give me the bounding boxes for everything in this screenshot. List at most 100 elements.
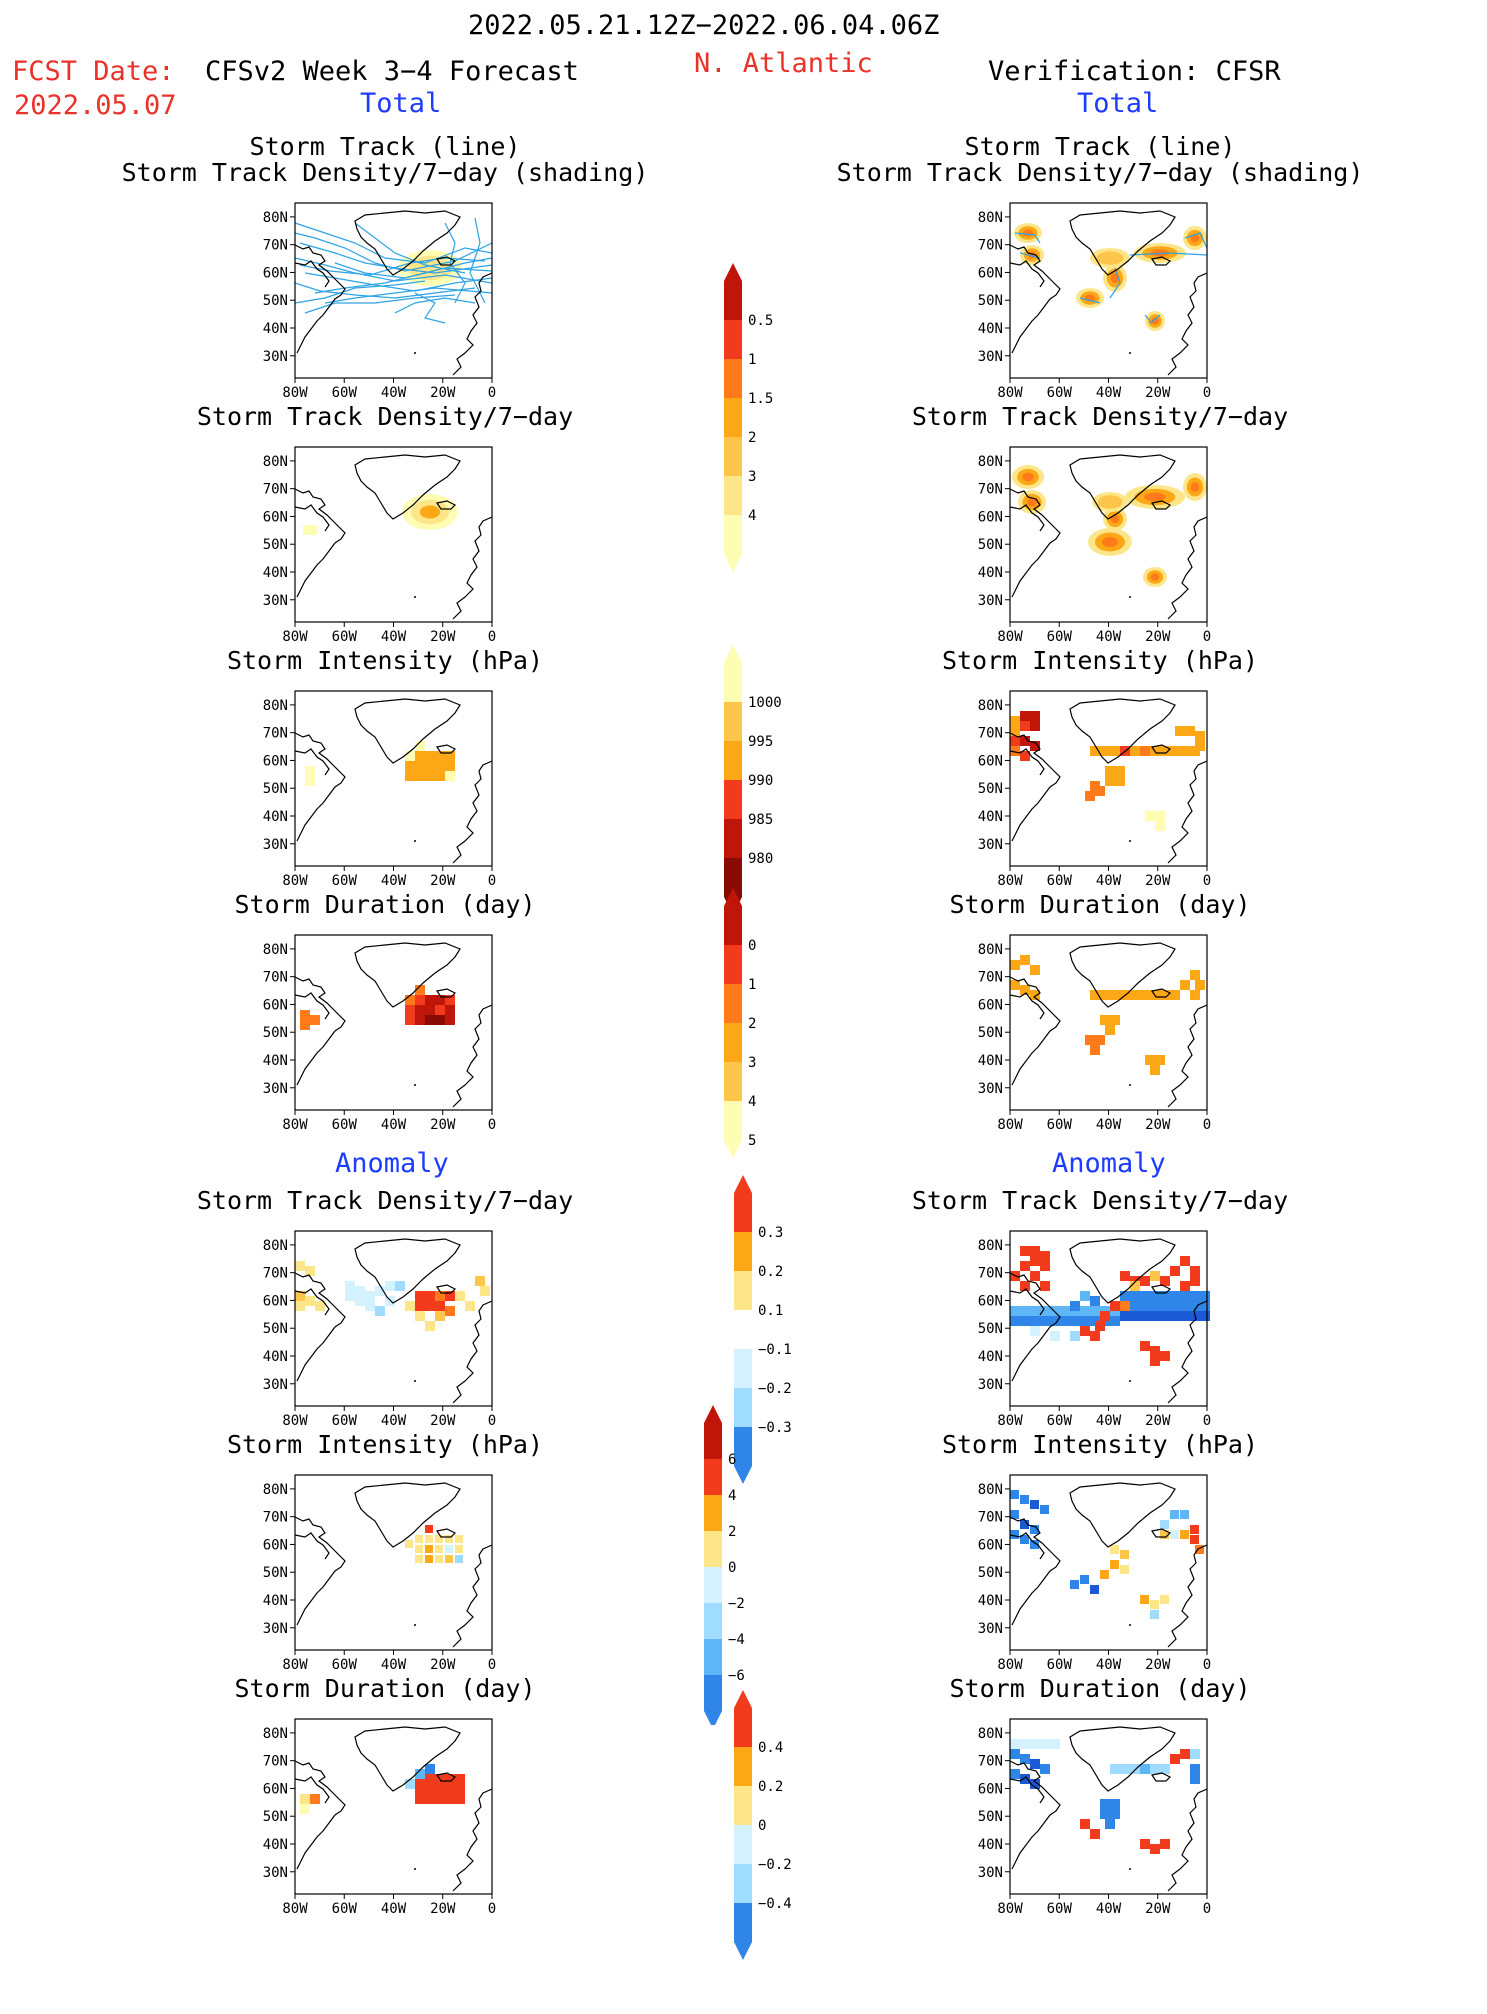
lat-tick-label: 70N [978, 1266, 1003, 1282]
storm-track [354, 222, 466, 274]
colorbar-segment [724, 437, 742, 476]
grid-cell [1095, 1321, 1105, 1331]
storm-track [304, 294, 456, 314]
title-density-anom-fcst: Storm Track Density/7−day [196, 1186, 574, 1215]
colorbar-label: 1 [748, 977, 756, 993]
lat-tick-label: 60N [978, 1537, 1003, 1553]
grid-cell [1030, 741, 1040, 751]
grid-cell [385, 1281, 395, 1291]
grid-cell [1030, 1271, 1040, 1281]
grid-cell [1110, 1809, 1120, 1819]
storm-track [324, 287, 493, 304]
grid-cell [315, 1301, 325, 1311]
lat-tick-label: 40N [978, 321, 1003, 337]
grid-cell [415, 1015, 425, 1025]
grid-cell [445, 1015, 455, 1025]
grid-cell [1190, 990, 1200, 1000]
grid-cell [1030, 711, 1040, 721]
grid-cell [1040, 1306, 1050, 1316]
grid-cell [1010, 1306, 1020, 1316]
grid-cell [1160, 1311, 1170, 1321]
grid-cell [1120, 1565, 1129, 1574]
grid-cell [1120, 1271, 1130, 1281]
grid-cell [415, 1555, 423, 1563]
colorbar-label: 1000 [748, 695, 782, 711]
lat-tick-label: 60N [263, 1781, 288, 1797]
lat-tick-label: 70N [978, 238, 1003, 254]
grid-cell [1140, 1341, 1150, 1351]
lon-tick-label: 60W [1047, 1117, 1073, 1133]
lat-tick-label: 60N [263, 265, 288, 281]
colorbar-density: 0.5 1 1.5 2 3 4 [718, 263, 798, 587]
map-duration-anom-fcst: 80N 70N 60N 50N 40N 30N 80W 60W 40W 20W 0 [263, 1718, 496, 1917]
grid-cell [300, 1010, 310, 1020]
grid-cell [1200, 1311, 1210, 1321]
lat-tick-label: 30N [978, 1865, 1003, 1881]
map-intensity-fcst: 80N 70N 60N 50N 40N 30N 80W 60W 40W 20W 0 [263, 690, 496, 889]
grid-cell [1070, 1331, 1080, 1341]
grid-cell [415, 985, 425, 995]
grid-cell [1030, 1540, 1039, 1549]
lon-tick-label: 60W [332, 1901, 358, 1917]
grid-cell [425, 1525, 433, 1533]
grid-cell [415, 1311, 425, 1321]
title-track-line-fcst: Storm Track (line) [249, 132, 521, 161]
lat-tick-label: 40N [978, 1837, 1003, 1853]
colorbar-label: 0.4 [758, 1740, 783, 1756]
lon-tick-label: 40W [1096, 1117, 1122, 1133]
grid-cell [1200, 1301, 1210, 1311]
grid-cell [1080, 1819, 1090, 1829]
grid-cell [1050, 1316, 1060, 1326]
grid-cell [1010, 1749, 1020, 1759]
grid-cell [1105, 1819, 1115, 1829]
grid-cell [435, 1794, 445, 1804]
map-svg: 80N 70N 60N 50N 40N 30N 80W 60W 40W 20W 0 [263, 1230, 496, 1429]
lon-tick-label: 80W [282, 1413, 308, 1429]
grid-cell [1190, 1276, 1200, 1286]
grid-cell [1120, 1301, 1130, 1311]
grid-cell [1090, 1045, 1100, 1055]
lon-tick-label: 0 [1203, 629, 1211, 645]
lon-tick-label: 20W [430, 1901, 456, 1917]
grid-cell [1140, 1276, 1150, 1286]
grid-cell [1070, 1301, 1080, 1311]
title-track-line-ver: Storm Track (line) [964, 132, 1236, 161]
grid-cell [405, 761, 415, 771]
lat-tick-label: 50N [978, 537, 1003, 553]
lon-tick-label: 0 [1203, 385, 1211, 401]
grid-cell [365, 1301, 375, 1311]
grid-cell [1190, 1291, 1200, 1301]
grid-cell [1150, 1764, 1160, 1774]
storm-track [294, 280, 426, 304]
grid-cell [445, 1306, 455, 1316]
lat-tick-label: 80N [978, 1482, 1003, 1498]
grid-cell [1190, 1525, 1199, 1534]
grid-cell [1080, 1575, 1089, 1584]
lon-tick-label: 0 [1203, 1901, 1211, 1917]
grid-cell [1010, 736, 1020, 746]
grid-cell [1020, 955, 1030, 965]
grid-cell [395, 1281, 405, 1291]
lat-tick-label: 30N [978, 837, 1003, 853]
lon-tick-label: 0 [1203, 873, 1211, 889]
lat-tick-label: 40N [263, 565, 288, 581]
grid-cell [1145, 1055, 1155, 1065]
colorbar-tip [724, 888, 742, 906]
grid-cell [1160, 1839, 1170, 1849]
lon-tick-label: 20W [430, 1657, 456, 1673]
grid-cell [1175, 726, 1185, 736]
grid-cell [1140, 1301, 1150, 1311]
colorbar-tip [724, 263, 742, 281]
lat-tick-label: 60N [263, 753, 288, 769]
colorbar-label: 990 [748, 773, 773, 789]
grid-cell [375, 1286, 385, 1296]
grid-cell [405, 1779, 415, 1789]
grid-cell [1020, 985, 1030, 995]
grid-cell [1085, 791, 1095, 801]
grid-cell [435, 1555, 443, 1563]
grid-cell [1100, 1799, 1110, 1809]
density-blob [1022, 229, 1034, 237]
lat-tick-label: 80N [263, 942, 288, 958]
grid-cell [1030, 1739, 1040, 1749]
density-blob [1150, 573, 1160, 581]
